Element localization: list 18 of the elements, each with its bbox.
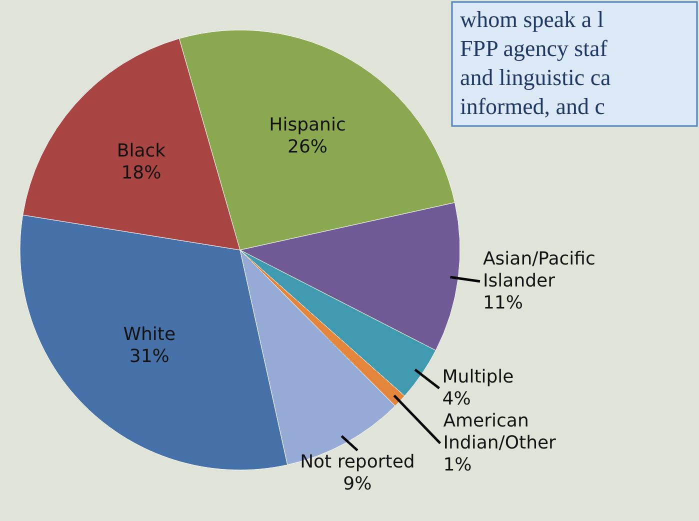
data-label: 11%: [482, 292, 523, 314]
data-label: 1%: [443, 454, 472, 476]
slice-label: Not reported: [300, 451, 415, 472]
text: whom speak a l: [460, 7, 604, 32]
slice-label: Asian/Pacific Islander: [482, 248, 596, 292]
slice-label: Multiple: [442, 366, 514, 388]
text: and linguistic ca: [460, 65, 611, 90]
data-label: 18%: [121, 162, 162, 184]
data-label: 26%: [287, 136, 328, 158]
slice-label: Hispanic: [269, 114, 346, 136]
data-label: 4%: [442, 388, 471, 410]
text: FPP agency staf: [460, 36, 608, 61]
text: informed, and c: [460, 94, 605, 119]
slice-label: Black: [116, 140, 166, 162]
data-label: 9%: [343, 473, 372, 494]
slice-label: American Indian/Other: [443, 410, 557, 454]
data-label: 31%: [129, 346, 170, 367]
slice-label: White: [123, 324, 176, 345]
